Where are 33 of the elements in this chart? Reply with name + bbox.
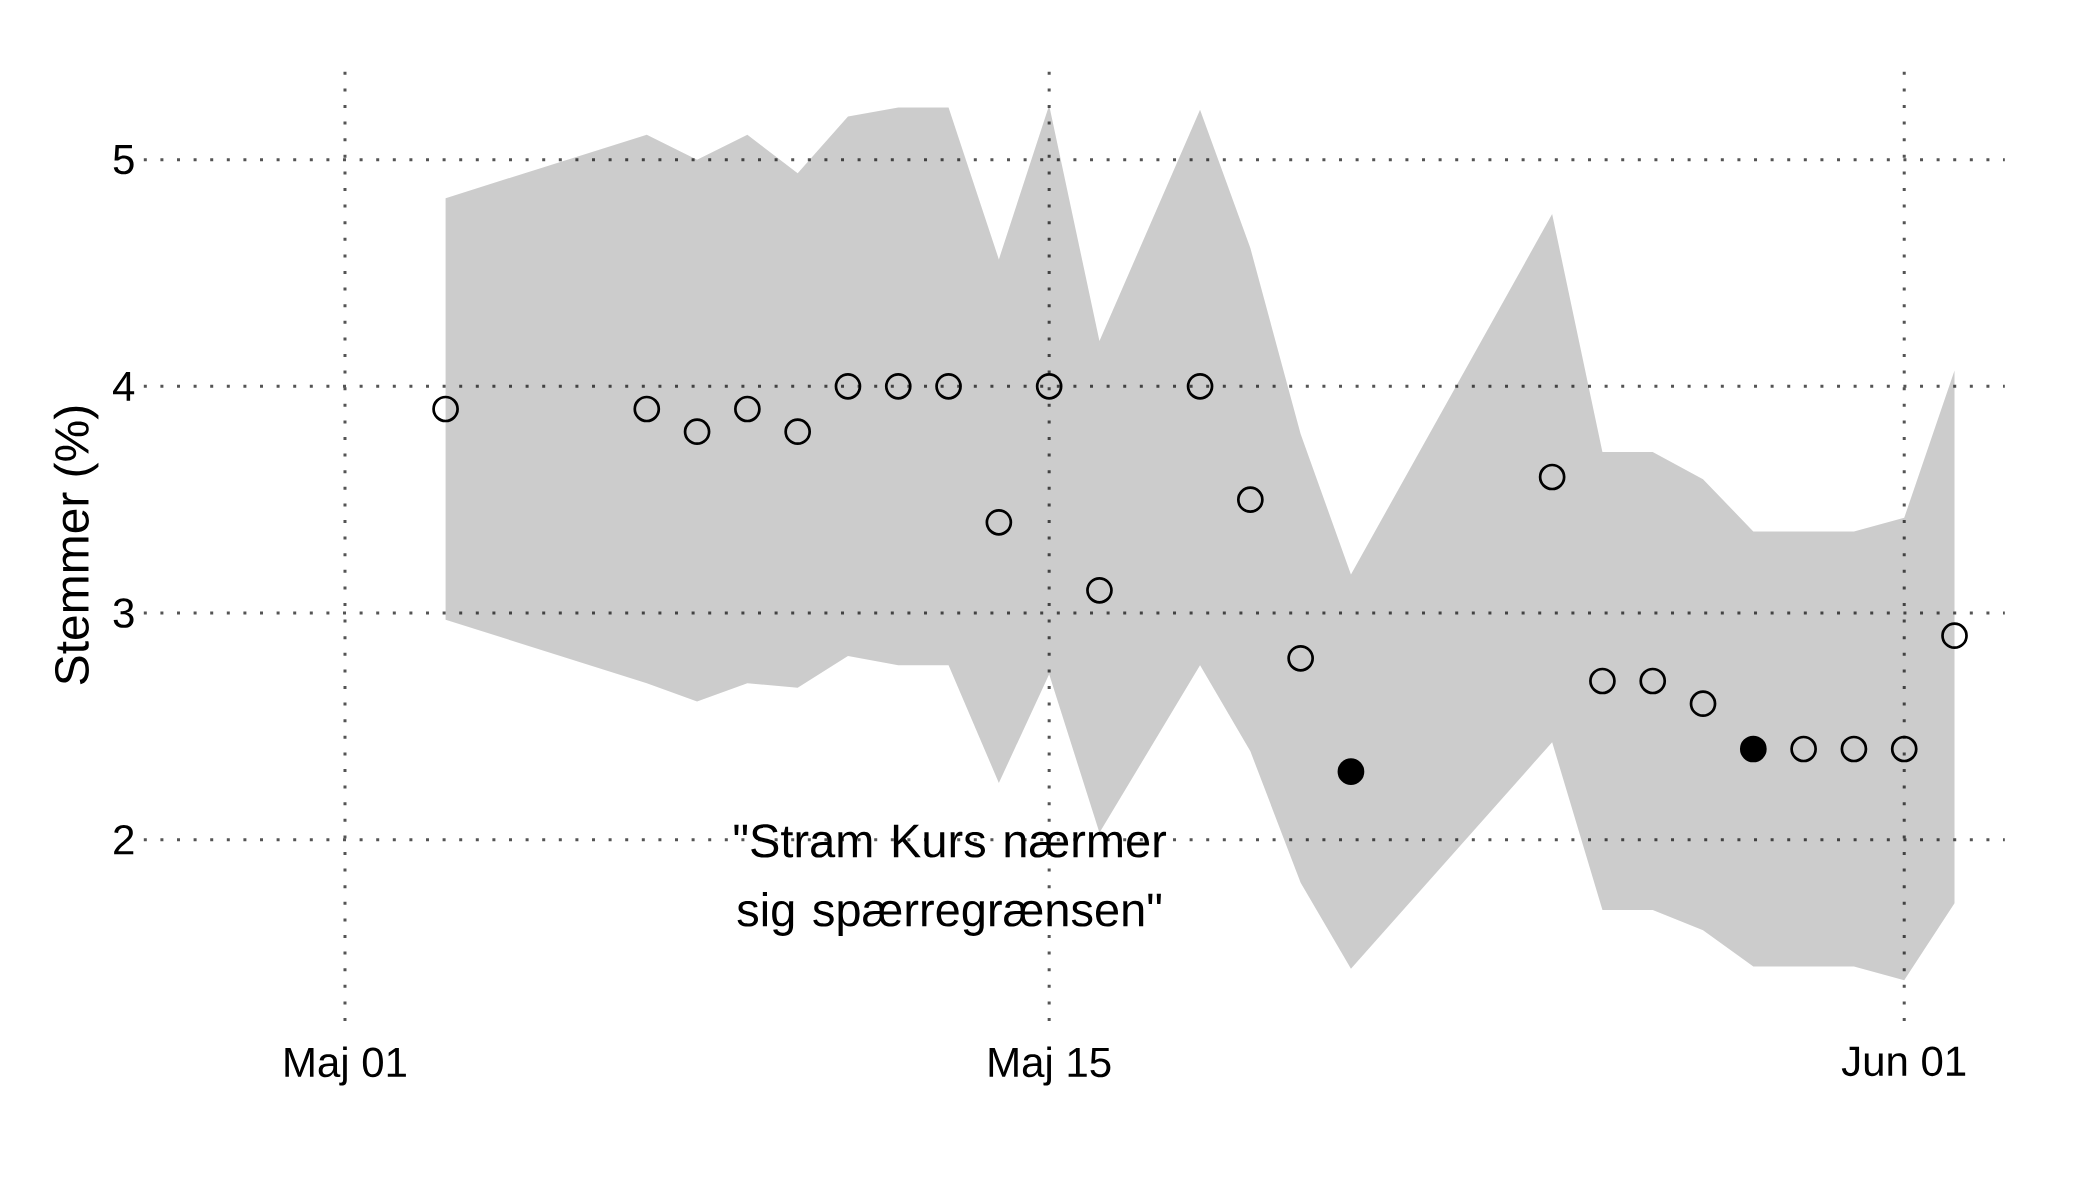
point — [1237, 486, 1264, 514]
point — [1689, 690, 1717, 718]
point — [1287, 644, 1314, 672]
point — [784, 418, 812, 446]
y-tick-label: 4 — [113, 371, 135, 401]
point — [1186, 372, 1214, 400]
point — [1840, 735, 1868, 763]
x-tick-label: Jun 01 — [1841, 1046, 1966, 1077]
point — [1035, 372, 1063, 400]
point — [1890, 735, 1918, 763]
x-tick-label: Maj 15 — [989, 1046, 1111, 1086]
y-tick-label: 5 — [113, 145, 134, 175]
y-axis-title: Stemmer (%) — [53, 406, 99, 685]
point — [683, 418, 711, 446]
x-tick-label: Maj 01 — [285, 1046, 406, 1086]
point — [1086, 576, 1113, 604]
point — [884, 372, 912, 400]
point — [1589, 667, 1616, 695]
point — [734, 395, 761, 423]
point — [1790, 735, 1817, 763]
point — [432, 395, 459, 423]
point — [1739, 735, 1767, 763]
annotation: "Stram Kurs nærmer sig spærregrænsen" — [734, 824, 1167, 936]
point — [834, 372, 862, 400]
point — [1337, 758, 1365, 786]
point — [1941, 622, 1968, 650]
point — [633, 395, 661, 423]
y-tick-label: 2 — [114, 825, 134, 855]
point — [935, 372, 962, 400]
point — [1639, 667, 1667, 695]
point — [985, 508, 1013, 536]
y-tick-label: 3 — [113, 598, 134, 628]
point — [1538, 463, 1566, 491]
